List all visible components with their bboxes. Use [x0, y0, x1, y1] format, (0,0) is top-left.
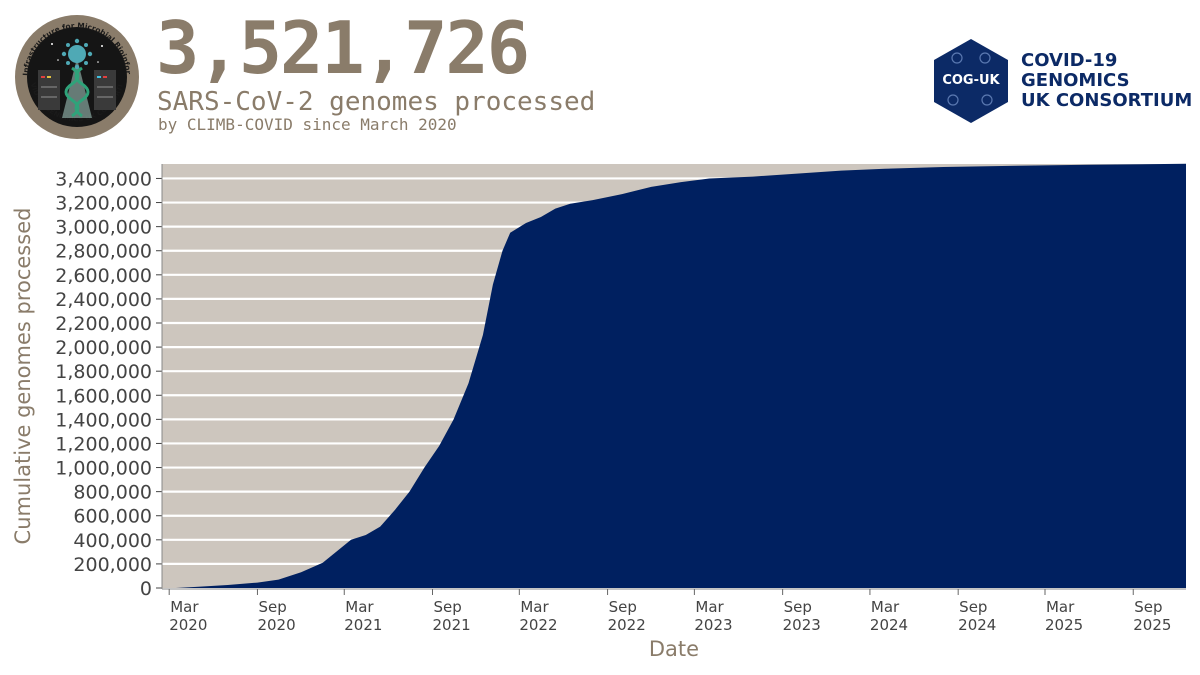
y-tick-label: 2,200,000 — [55, 313, 152, 335]
x-tick-label-month: Mar — [170, 598, 199, 616]
x-tick-label-year: 2025 — [1045, 616, 1083, 634]
chart-caption: by CLIMB-COVID since March 2020 — [158, 115, 457, 134]
x-tick-label-year: 2022 — [608, 616, 646, 634]
y-tick-label: 400,000 — [73, 530, 152, 552]
y-tick-label: 1,200,000 — [55, 433, 152, 455]
x-tick-label-year: 2024 — [870, 616, 908, 634]
x-tick-label-year: 2021 — [344, 616, 382, 634]
x-tick-label-year: 2023 — [783, 616, 821, 634]
consortium-name-line: GENOMICS — [1021, 70, 1130, 91]
x-tick-label-year: 2021 — [433, 616, 471, 634]
consortium-name-line: COVID-19 — [1021, 50, 1118, 71]
x-tick-label-month: Mar — [871, 598, 900, 616]
light-beam-icon — [62, 58, 92, 118]
x-tick-label-year: 2020 — [169, 616, 207, 634]
y-tick-label: 1,800,000 — [55, 361, 152, 383]
x-tick-label-month: Sep — [959, 598, 987, 616]
x-tick-label-month: Mar — [520, 598, 549, 616]
y-tick-label: 2,400,000 — [55, 289, 152, 311]
total-genomes-count: 3,521,726 — [156, 6, 530, 90]
x-tick-label-month: Mar — [345, 598, 374, 616]
x-axis: Mar2020Sep2020Mar2021Sep2021Mar2022Sep20… — [162, 588, 1186, 634]
virus-icon — [947, 52, 993, 106]
y-tick-label: 2,600,000 — [55, 265, 152, 287]
stars-icon — [51, 43, 103, 63]
y-tick-label: 3,400,000 — [55, 168, 152, 190]
y-tick-label: 800,000 — [73, 482, 152, 504]
virus-icon — [61, 38, 93, 70]
consortium-name-line: UK CONSORTIUM — [1021, 90, 1193, 111]
x-tick-label-year: 2024 — [958, 616, 996, 634]
x-tick-label-month: Sep — [609, 598, 637, 616]
x-tick-label-month: Sep — [434, 598, 462, 616]
dna-helix-icon — [64, 66, 90, 118]
cog-uk-hexagon-logo: COG-UK — [934, 39, 1008, 123]
y-tick-label: 1,400,000 — [55, 409, 152, 431]
y-tick-label: 0 — [140, 578, 152, 600]
y-tick-label: 200,000 — [73, 554, 152, 576]
y-tick-label: 1,000,000 — [55, 458, 152, 480]
x-tick-label-year: 2020 — [257, 616, 295, 634]
y-tick-label: 1,600,000 — [55, 385, 152, 407]
x-axis-label: Date — [649, 637, 699, 661]
cumulative-area — [175, 163, 1186, 589]
x-tick-label-month: Mar — [1046, 598, 1075, 616]
y-axis-label: Cumulative genomes processed — [11, 208, 35, 545]
y-tick-label: 2,800,000 — [55, 241, 152, 263]
y-tick-label: 3,000,000 — [55, 217, 152, 239]
cog-uk-hex-label: COG-UK — [942, 73, 1000, 88]
server-rack-icon — [38, 70, 116, 110]
x-tick-label-month: Mar — [695, 598, 724, 616]
x-tick-label-month: Sep — [1134, 598, 1162, 616]
x-tick-label-year: 2022 — [519, 616, 557, 634]
x-tick-label-year: 2023 — [694, 616, 732, 634]
x-tick-label-month: Sep — [258, 598, 286, 616]
x-tick-label-month: Sep — [784, 598, 812, 616]
y-tick-label: 2,000,000 — [55, 337, 152, 359]
x-tick-label-year: 2025 — [1133, 616, 1171, 634]
y-tick-label: 3,200,000 — [55, 193, 152, 215]
y-tick-label: 600,000 — [73, 506, 152, 528]
chart-subtitle: SARS-CoV-2 genomes processed — [157, 87, 596, 117]
consortium-name: COVID-19 GENOMICS UK CONSORTIUM — [1021, 51, 1192, 111]
climb-covid-badge: Cloud Infrastructure for Microbial Bioin… — [14, 14, 139, 139]
